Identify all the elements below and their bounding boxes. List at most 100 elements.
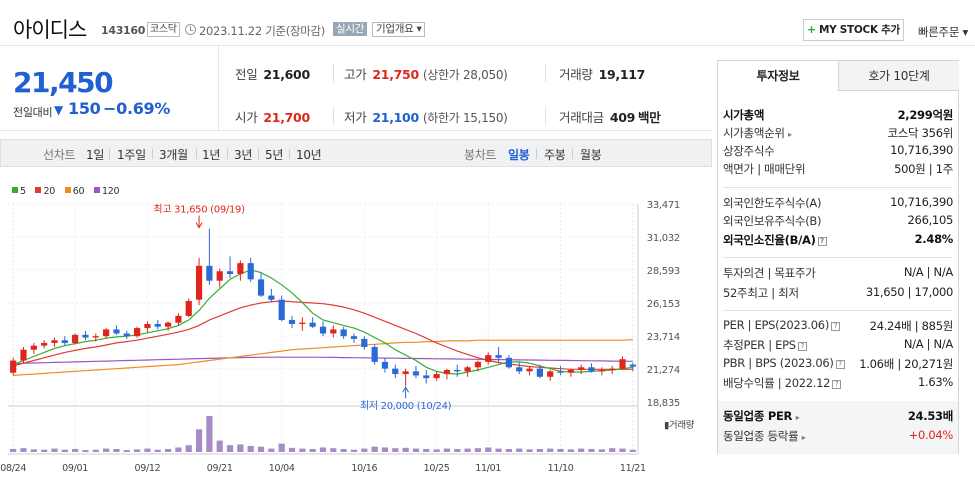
volume-bar	[474, 448, 482, 452]
divider	[333, 107, 334, 125]
volume-bar	[237, 444, 244, 452]
tab-separator	[227, 149, 228, 159]
candle-body	[51, 340, 58, 343]
y-tick-label: 23,714	[647, 332, 680, 343]
help-icon[interactable]: ?	[797, 342, 807, 351]
tab-1week[interactable]: 1주일	[117, 148, 146, 162]
tab-3year[interactable]: 3년	[234, 148, 253, 162]
cap-rank-label[interactable]: 시가총액순위 ▸	[723, 125, 792, 141]
sector-rate-label[interactable]: 동일업종 등락률 ▸	[723, 428, 806, 444]
y-tick-label: 33,471	[647, 200, 680, 211]
help-icon[interactable]: ?	[817, 237, 827, 246]
volume-bar	[164, 448, 172, 452]
help-icon[interactable]: ?	[831, 322, 841, 331]
divider	[545, 64, 546, 82]
legend-ma120: 120	[93, 186, 119, 197]
candle-body	[578, 367, 585, 371]
y-tick-label: 31,032	[647, 233, 680, 244]
volume-label: 거래량	[559, 67, 593, 82]
volume-value: 19,117	[598, 67, 646, 82]
volume-bar	[175, 447, 182, 452]
candle-body	[619, 359, 626, 369]
candle-body	[268, 295, 275, 300]
help-icon[interactable]: ?	[832, 380, 842, 389]
foreign-ratio-label: 외국인소진율(B/A)?	[723, 232, 827, 248]
dividend-row: 배당수익률 | 2022.12? 1.63%	[723, 375, 953, 393]
high-value: 21,750	[372, 67, 419, 82]
change-amount: 150	[68, 99, 101, 118]
tab-orderbook-10[interactable]: 호가 10단계	[838, 61, 959, 91]
help-icon[interactable]: ?	[835, 360, 845, 369]
tab-separator	[109, 149, 110, 159]
volume-bar	[288, 447, 296, 452]
legend-ma5: 5	[12, 186, 26, 197]
tab-monthly-candle[interactable]: 월봉	[580, 148, 602, 162]
x-tick-label: 09/01	[62, 463, 88, 474]
divider	[545, 107, 546, 125]
candle-body	[598, 370, 605, 372]
tab-invest-info[interactable]: 투자정보	[718, 61, 838, 91]
tab-separator	[536, 149, 537, 159]
cap-rank-value: 코스닥 356위	[887, 126, 953, 140]
tab-3month[interactable]: 3개월	[159, 148, 188, 162]
foreign-ratio-label-text: 외국인소진율(B/A)	[723, 233, 816, 247]
candle-body	[485, 355, 492, 362]
volume-bar	[51, 448, 58, 452]
candle-body	[381, 361, 389, 369]
tab-daily-candle[interactable]: 일봉	[508, 148, 530, 162]
candle-body	[206, 265, 213, 281]
trade-amount: 거래대금 409 백만	[559, 107, 661, 126]
volume-bar	[247, 445, 254, 452]
price-chart[interactable]: 33,471 31,032 28,593 26,153 23,714 21,274 18,8…	[0, 194, 712, 484]
realtime-button[interactable]: 실시간	[333, 22, 368, 36]
volume-bar	[299, 448, 306, 452]
candle-body	[82, 334, 89, 338]
volume-bar	[381, 447, 389, 452]
candle-body	[103, 329, 110, 337]
low-arrow-head	[402, 386, 410, 393]
legend-swatch	[93, 187, 100, 193]
foreign-hold-label: 외국인보유주식수(B)	[723, 214, 822, 228]
legend-label: 60	[72, 186, 85, 197]
legend-label: 5	[20, 186, 26, 197]
candle-body	[299, 322, 306, 325]
candle-chart-label: 봉차트	[464, 148, 497, 162]
foreign-limit-row: 외국인한도주식수(A) 10,716,390	[723, 195, 953, 213]
legend-ma60: 60	[64, 186, 85, 197]
open-value: 21,700	[263, 110, 310, 125]
sector-per-label[interactable]: 동일업종 PER ▸	[723, 408, 800, 424]
foreign-ratio-row: 외국인소진율(B/A)? 2.48%	[723, 232, 953, 250]
candle-body	[340, 329, 347, 337]
divider	[723, 187, 953, 188]
y-tick-label: 21,274	[647, 365, 680, 376]
opinion-value: N/A | N/A	[903, 265, 953, 279]
candle-body	[629, 364, 636, 367]
tab-10year[interactable]: 10년	[296, 148, 322, 162]
y-tick-label: 18,835	[647, 398, 680, 409]
upper-limit: (상한가 28,050)	[422, 68, 508, 82]
tab-1year[interactable]: 1년	[202, 148, 221, 162]
volume-bar	[195, 429, 203, 452]
company-profile-dropdown[interactable]: 기업개요 ▾	[372, 22, 426, 37]
add-mystock-button[interactable]: + MY STOCK 추가	[803, 19, 904, 41]
tab-1day[interactable]: 1일	[86, 148, 105, 162]
tab-5year[interactable]: 5년	[265, 148, 284, 162]
volume-bar	[72, 448, 79, 452]
legend-swatch	[35, 187, 42, 193]
current-price: 21,450	[13, 66, 114, 99]
volume-bar	[578, 448, 585, 452]
volume-bar	[516, 448, 523, 452]
x-tick-label: 11/21	[620, 463, 646, 474]
volume-bar	[609, 448, 616, 452]
opinion-label: 투자의견 | 목표주가	[723, 266, 816, 280]
x-tick-label: 10/25	[424, 463, 450, 474]
volume-bar	[495, 448, 502, 452]
x-tick-label: 11/10	[548, 463, 574, 474]
per-label: PER | EPS(2023.06)?	[723, 318, 841, 332]
quick-order-dropdown[interactable]: 빠른주문 ▾	[918, 25, 968, 39]
tab-weekly-candle[interactable]: 주봉	[544, 148, 566, 162]
price-summary: 21,450 전일대비 ▼ 150 −0.69%	[0, 46, 218, 131]
per-row: PER | EPS(2023.06)? 24.24배 | 885원	[723, 318, 953, 336]
prev-close-value: 21,600	[263, 67, 310, 82]
volume-bar	[278, 443, 285, 452]
